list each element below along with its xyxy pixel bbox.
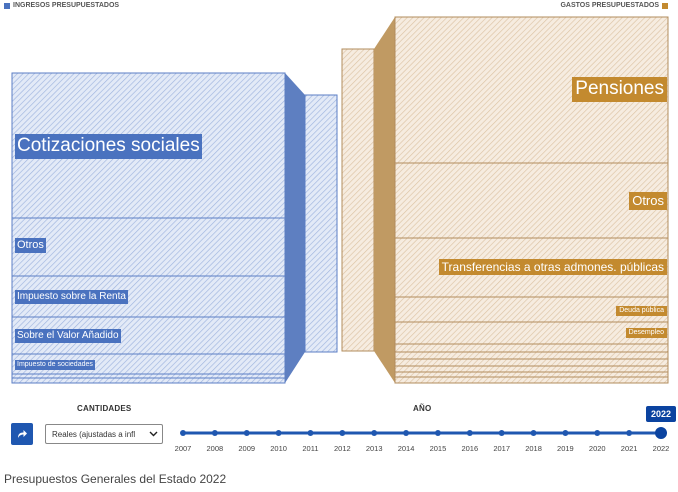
timeline-year-label-2021[interactable]: 2021 <box>621 444 638 453</box>
income-label-renta: Impuesto sobre la Renta <box>15 290 128 304</box>
expense-block-otros[interactable] <box>394 162 669 239</box>
selected-year-badge: 2022 <box>646 406 676 422</box>
timeline-year-dot-2015[interactable] <box>434 430 441 436</box>
income-header-title: INGRESOS PRESUPUESTADOS <box>13 2 120 9</box>
year-timeline[interactable]: 2007 2008 2009 2010 2011 2012 2013 2014 2015 2016… <box>0 420 678 480</box>
timeline-year-dot-2011[interactable] <box>307 430 314 436</box>
expense-header: GASTOS PRESUPUESTADOS <box>560 2 668 9</box>
timeline-year-label-2017[interactable]: 2017 <box>493 444 510 453</box>
timeline-year-label-2022[interactable]: 2022 <box>653 444 670 453</box>
income-block-otros[interactable] <box>11 217 286 277</box>
expense-block-small-4[interactable] <box>394 365 669 373</box>
timeline-year-label-2010[interactable]: 2010 <box>270 444 287 453</box>
timeline-year-label-2020[interactable]: 2020 <box>589 444 606 453</box>
timeline-year-dot-2007[interactable] <box>180 430 186 436</box>
income-legend-swatch <box>4 2 10 9</box>
timeline-year-label-2016[interactable]: 2016 <box>461 444 478 453</box>
timeline-year-dot-2016[interactable] <box>466 430 473 436</box>
expense-block-small-2[interactable] <box>394 351 669 360</box>
quantity-mode-select[interactable]: Reales (ajustadas a infl <box>45 424 163 444</box>
expense-block-small-3[interactable] <box>394 358 669 367</box>
income-label-iva: Sobre el Valor Añadido <box>15 329 121 343</box>
timeline-year-dot-2022[interactable] <box>655 427 667 439</box>
income-label-cotizaciones: Cotizaciones sociales <box>15 134 202 159</box>
expense-label-otros: Otros <box>629 192 667 210</box>
page-caption: Presupuestos Generales del Estado 2022 <box>4 472 227 486</box>
expense-header-title: GASTOS PRESUPUESTADOS <box>560 2 659 9</box>
timeline-year-dot-2012[interactable] <box>339 430 346 436</box>
share-arrow-icon <box>18 430 27 438</box>
timeline-year-dot-2018[interactable] <box>530 430 537 436</box>
expense-label-pensiones: Pensiones <box>572 77 667 102</box>
year-label: AÑO <box>413 404 432 413</box>
expense-side-face <box>374 17 395 383</box>
timeline-year-dot-2010[interactable] <box>275 430 282 436</box>
timeline-year-dot-2013[interactable] <box>371 430 378 436</box>
income-stack <box>11 72 286 384</box>
income-block-small-1[interactable] <box>11 373 286 379</box>
expense-block-small-5[interactable] <box>394 371 669 378</box>
income-header: INGRESOS PRESUPUESTADOS <box>4 2 119 9</box>
timeline-year-label-2011[interactable]: 2011 <box>302 444 318 453</box>
timeline-year-dot-2021[interactable] <box>626 430 633 436</box>
timeline-year-label-2008[interactable]: 2008 <box>207 444 224 453</box>
timeline-year-label-2007[interactable]: 2007 <box>175 444 192 453</box>
timeline-year-label-2015[interactable]: 2015 <box>430 444 447 453</box>
budget-flow-visualization <box>11 16 669 384</box>
income-label-otros: Otros <box>15 238 46 254</box>
timeline-year-dot-2014[interactable] <box>403 430 410 436</box>
expense-block-small-6[interactable] <box>394 376 669 384</box>
timeline-year-label-2014[interactable]: 2014 <box>398 444 415 453</box>
timeline-year-dot-2008[interactable] <box>211 430 218 436</box>
income-label-sociedades: Impuesto de sociedades <box>15 360 95 371</box>
timeline-year-dot-2017[interactable] <box>498 430 505 436</box>
timeline-year-label-2018[interactable]: 2018 <box>525 444 542 453</box>
timeline-year-label-2013[interactable]: 2013 <box>366 444 383 453</box>
expense-label-desempleo: Desempleo <box>625 328 667 339</box>
expense-block-small-1[interactable] <box>394 343 669 353</box>
expense-label-deuda: Deuda pública <box>616 306 667 317</box>
share-button[interactable] <box>11 423 33 445</box>
timeline-year-label-2009[interactable]: 2009 <box>238 444 255 453</box>
expense-legend-swatch <box>662 2 668 9</box>
quantities-label: CANTIDADES <box>77 404 132 413</box>
timeline-year-dot-2020[interactable] <box>594 430 601 436</box>
expense-total-bar[interactable] <box>341 48 375 352</box>
chevron-down-icon <box>149 431 158 437</box>
income-total-bar[interactable] <box>304 94 338 353</box>
timeline-year-dot-2019[interactable] <box>562 430 569 436</box>
income-side-face <box>285 73 305 383</box>
expense-label-transferencias: Transferencias a otras admones. públicas <box>438 259 667 276</box>
timeline-year-label-2019[interactable]: 2019 <box>557 444 574 453</box>
timeline-year-label-2012[interactable]: 2012 <box>334 444 351 453</box>
income-block-small-2[interactable] <box>11 377 286 384</box>
timeline-year-dot-2009[interactable] <box>243 430 250 436</box>
quantity-mode-value: Reales (ajustadas a infl <box>52 429 136 439</box>
